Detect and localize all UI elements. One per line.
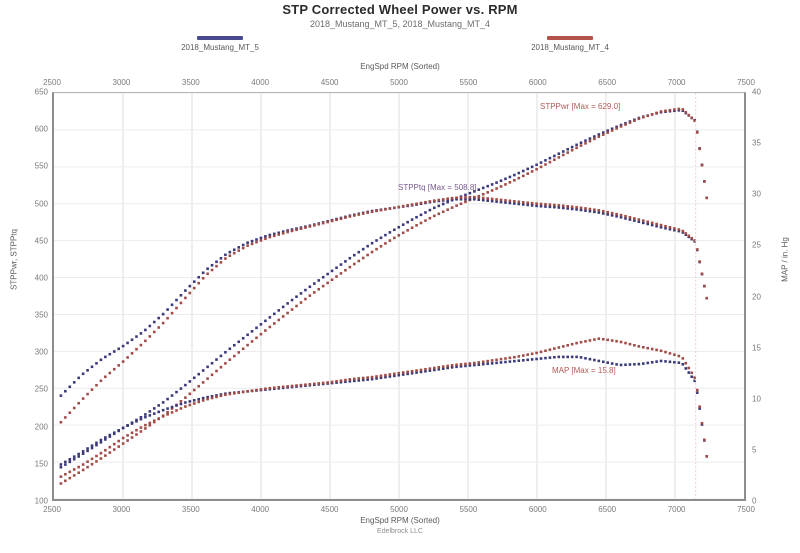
xtick-bottom-7500: 7500 [737, 505, 755, 514]
xtick-bottom-5000: 5000 [390, 505, 408, 514]
xtick-top-6000: 6000 [528, 78, 547, 87]
ytick-left-250: 250 [34, 384, 48, 394]
ytick-right-35: 35 [752, 138, 761, 148]
xtick-top-6500: 6500 [598, 78, 617, 87]
xtick-bottom-2500: 2500 [43, 505, 61, 514]
ytick-left-350: 350 [34, 310, 48, 320]
ytick-right-30: 30 [752, 189, 761, 199]
xtick-bottom-6000: 6000 [528, 505, 547, 514]
xtick-bottom-7000: 7000 [667, 505, 686, 514]
xtick-top-4000: 4000 [251, 78, 270, 87]
top-axis-title: EngSpd RPM (Sorted) [360, 62, 440, 71]
annotation-stpptq-max: STPPtq [Max = 508.8] [398, 183, 477, 192]
left-axis-title: STPPwr, STPPtq [9, 229, 19, 290]
right-axis-title: MAP / in. Hg [780, 237, 790, 282]
grid-lines [54, 93, 744, 499]
xtick-top-5500: 5500 [459, 78, 478, 87]
xtick-top-7000: 7000 [667, 78, 686, 87]
xtick-top-2500: 2500 [43, 78, 61, 87]
xtick-bottom-3000: 3000 [112, 505, 131, 514]
ytick-right-0: 0 [752, 496, 757, 506]
ytick-left-500: 500 [34, 199, 48, 209]
series-layer [59, 93, 709, 499]
ytick-left-550: 550 [34, 161, 48, 171]
annotation-map-max: MAP [Max = 15.8] [552, 366, 616, 375]
ytick-right-40: 40 [752, 87, 761, 97]
ytick-left-300: 300 [34, 347, 48, 357]
legend-item-mt5: 2018_Mustang_MT_5 [150, 36, 290, 52]
chart-subtitle: 2018_Mustang_MT_5, 2018_Mustang_MT_4 [309, 19, 491, 29]
xtick-bottom-4000: 4000 [251, 505, 270, 514]
xtick-bottom-3500: 3500 [181, 505, 200, 514]
ytick-left-650: 650 [34, 87, 48, 97]
page-title: STP Corrected Wheel Power vs. RPM [282, 2, 518, 17]
xtick-bottom-6500: 6500 [598, 505, 617, 514]
annotation-stppwr-max: STPPwr [Max = 629.0] [540, 102, 621, 111]
legend-label-mt5: 2018_Mustang_MT_5 [181, 43, 259, 52]
legend-swatch-mt5 [197, 36, 243, 40]
ytick-right-5: 5 [752, 445, 757, 455]
ytick-left-600: 600 [34, 124, 48, 134]
ytick-left-100: 100 [34, 496, 48, 506]
ytick-left-400: 400 [34, 273, 48, 283]
xtick-top-4500: 4500 [320, 78, 339, 87]
xtick-bottom-5500: 5500 [459, 505, 478, 514]
ytick-right-15: 15 [752, 343, 761, 353]
footer-credit: Edelbrock LLC [377, 528, 423, 535]
ytick-left-450: 450 [34, 236, 48, 246]
plot-area [52, 92, 746, 501]
xtick-top-3500: 3500 [181, 78, 200, 87]
legend-swatch-mt4 [547, 36, 593, 40]
ytick-left-200: 200 [34, 422, 48, 432]
legend-label-mt4: 2018_Mustang_MT_4 [531, 43, 609, 52]
ytick-left-150: 150 [34, 459, 48, 469]
xtick-top-3000: 3000 [112, 78, 131, 87]
xtick-bottom-4500: 4500 [320, 505, 339, 514]
ytick-right-25: 25 [752, 240, 761, 250]
bottom-axis-title: EngSpd RPM (Sorted) [360, 516, 440, 525]
legend-item-mt4: 2018_Mustang_MT_4 [495, 36, 645, 52]
ytick-right-10: 10 [752, 394, 761, 404]
xtick-top-5000: 5000 [390, 78, 408, 87]
ytick-right-20: 20 [752, 292, 761, 301]
xtick-top-7500: 7500 [737, 78, 755, 87]
